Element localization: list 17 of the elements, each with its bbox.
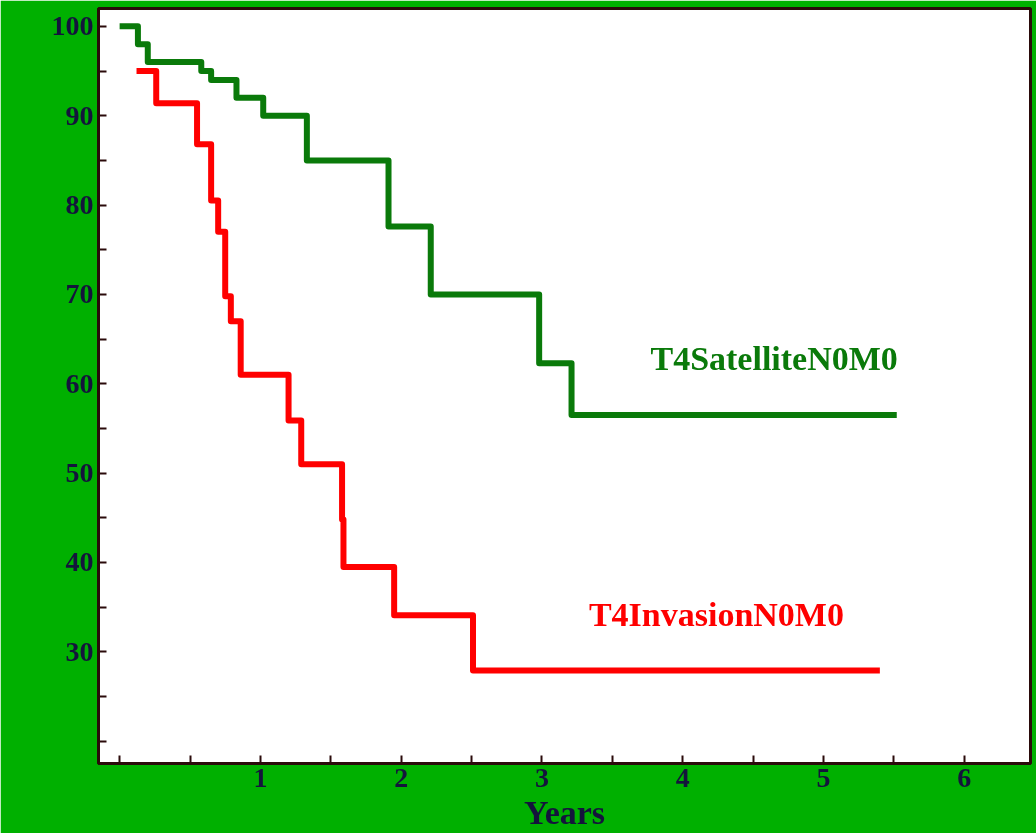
series-label: T4InvasionN0M0 [588,595,844,633]
y-tick-label: 70 [65,278,94,310]
x-tick-label: 3 [534,761,549,793]
x-tick-label: 5 [816,761,831,793]
y-tick-label: 60 [65,367,94,399]
x-tick-label: 6 [957,761,972,793]
y-tick-label: 90 [65,99,94,131]
y-tick-label: 40 [65,546,94,578]
series-label: T4SatelliteN0M0 [650,340,898,378]
y-tick-label: 30 [65,635,94,667]
y-tick-label: 80 [65,189,94,221]
x-tick-label: 4 [675,761,690,793]
x-tick-label: 2 [394,761,409,793]
y-tick-label: 100 [51,10,94,42]
x-tick-label: 1 [253,761,268,793]
x-axis-title: Years [523,793,606,831]
y-tick-label: 50 [65,457,94,489]
